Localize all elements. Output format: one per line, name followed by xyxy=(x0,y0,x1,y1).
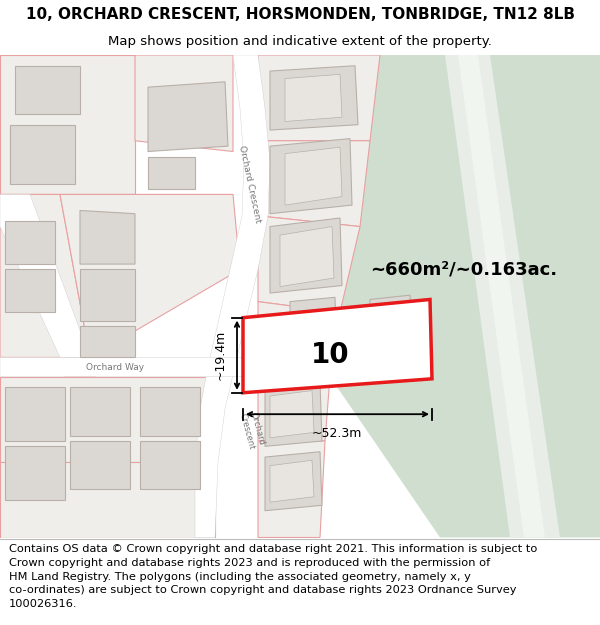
Polygon shape xyxy=(5,269,55,312)
Polygon shape xyxy=(0,357,248,377)
Polygon shape xyxy=(285,148,342,205)
Text: 10: 10 xyxy=(311,341,349,369)
Polygon shape xyxy=(258,141,370,226)
Polygon shape xyxy=(258,441,325,538)
Polygon shape xyxy=(5,388,65,441)
Polygon shape xyxy=(270,460,314,502)
Polygon shape xyxy=(0,55,135,194)
Polygon shape xyxy=(148,82,228,151)
Polygon shape xyxy=(70,388,130,436)
Text: 10, ORCHARD CRESCENT, HORSMONDEN, TONBRIDGE, TN12 8LB: 10, ORCHARD CRESCENT, HORSMONDEN, TONBRI… xyxy=(25,8,575,22)
Text: Map shows position and indicative extent of the property.: Map shows position and indicative extent… xyxy=(108,35,492,48)
Polygon shape xyxy=(243,299,432,392)
Polygon shape xyxy=(258,366,330,441)
Text: ~52.3m: ~52.3m xyxy=(312,427,362,440)
Polygon shape xyxy=(280,226,334,287)
Polygon shape xyxy=(285,74,342,121)
Polygon shape xyxy=(370,295,412,336)
Polygon shape xyxy=(5,446,65,500)
Text: Orchard Crescent: Orchard Crescent xyxy=(238,144,263,223)
Text: ~19.4m: ~19.4m xyxy=(214,330,227,381)
Polygon shape xyxy=(135,55,233,151)
Polygon shape xyxy=(270,218,342,293)
Polygon shape xyxy=(60,357,95,377)
Polygon shape xyxy=(0,377,215,462)
Polygon shape xyxy=(258,302,340,377)
Polygon shape xyxy=(60,194,240,358)
Polygon shape xyxy=(140,388,200,436)
Polygon shape xyxy=(265,382,322,446)
Polygon shape xyxy=(0,194,90,358)
Text: ~660m²/~0.163ac.: ~660m²/~0.163ac. xyxy=(370,261,557,279)
Text: Orchard Way: Orchard Way xyxy=(86,362,144,371)
Polygon shape xyxy=(140,441,200,489)
Polygon shape xyxy=(5,221,55,264)
Polygon shape xyxy=(270,66,358,130)
Polygon shape xyxy=(0,462,215,538)
Text: Contains OS data © Crown copyright and database right 2021. This information is : Contains OS data © Crown copyright and d… xyxy=(9,544,538,609)
Text: Orchard
Crescent: Orchard Crescent xyxy=(238,410,266,451)
Polygon shape xyxy=(258,216,360,312)
Polygon shape xyxy=(15,66,80,114)
Polygon shape xyxy=(265,452,322,511)
Polygon shape xyxy=(80,211,135,264)
Polygon shape xyxy=(458,55,545,538)
Polygon shape xyxy=(290,298,336,336)
Polygon shape xyxy=(270,139,352,214)
Polygon shape xyxy=(270,391,314,438)
Polygon shape xyxy=(80,326,135,357)
Polygon shape xyxy=(320,55,600,538)
Polygon shape xyxy=(70,441,130,489)
Polygon shape xyxy=(148,157,195,189)
Polygon shape xyxy=(0,194,90,358)
Polygon shape xyxy=(258,55,380,141)
Polygon shape xyxy=(195,55,270,538)
Polygon shape xyxy=(445,55,560,538)
Polygon shape xyxy=(10,125,75,184)
Polygon shape xyxy=(80,269,135,321)
